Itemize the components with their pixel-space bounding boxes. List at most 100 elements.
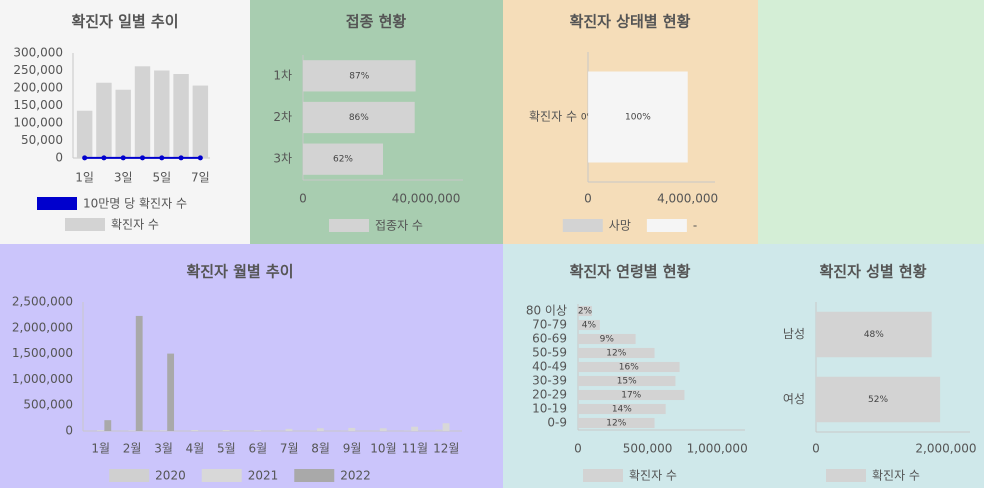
x-tick-label: 40,000,000 <box>392 192 461 206</box>
legend-swatch <box>583 469 624 482</box>
bar <box>442 423 450 431</box>
legend-swatch <box>201 469 242 482</box>
legend-label: 확진자 수 <box>872 469 920 483</box>
x-tick-label: 4월 <box>186 442 205 456</box>
y-tick-label: 여성 <box>783 392 805 406</box>
bar <box>816 376 941 423</box>
bar-label: 62% <box>333 155 353 165</box>
legend-swatch <box>826 469 867 482</box>
chart-title: 확진자 성별 현황 <box>819 263 926 281</box>
y-tick-label: 300,000 <box>13 46 63 60</box>
bar <box>192 85 209 158</box>
line-point <box>120 155 126 161</box>
bar <box>435 429 443 431</box>
line-point <box>178 155 184 161</box>
legend-swatch <box>562 219 603 232</box>
bar <box>578 319 600 331</box>
y-tick-label: 3차 <box>273 152 292 166</box>
bar <box>588 71 688 163</box>
bar-label: 4% <box>582 321 597 331</box>
y-tick-label: 30-39 <box>532 374 567 388</box>
bar <box>254 430 261 431</box>
y-tick-label: 200,000 <box>13 81 63 95</box>
x-tick-label: 1,000,000 <box>687 442 748 456</box>
x-tick-label: 8월 <box>311 442 330 456</box>
legend-swatch <box>646 219 687 232</box>
line-point <box>197 155 203 161</box>
y-tick-label: 50-59 <box>532 346 567 360</box>
y-tick-label: 100,000 <box>13 116 63 130</box>
chart-title: 확진자 연령별 현황 <box>570 263 691 281</box>
legend-swatch <box>65 218 106 231</box>
x-tick-label: 1일 <box>75 171 94 185</box>
panel <box>758 244 984 488</box>
x-tick-label: 3일 <box>114 171 133 185</box>
legend-label: 확진자 수 <box>111 218 159 232</box>
bar <box>191 430 199 431</box>
x-tick-label: 3월 <box>154 442 173 456</box>
x-tick-label: 1월 <box>91 442 110 456</box>
chart-title: 확진자 상태별 현황 <box>570 13 691 31</box>
y-tick-label: 0-9 <box>547 416 567 430</box>
bar <box>578 375 676 387</box>
bar-label: 15% <box>617 377 637 387</box>
bar-label: 9% <box>600 335 615 345</box>
bar-label: 86% <box>349 113 369 123</box>
line-point <box>101 155 107 161</box>
panel <box>0 244 503 488</box>
legend-swatch <box>37 197 77 210</box>
bar <box>285 428 293 431</box>
x-tick-label: 500,000 <box>623 442 673 456</box>
line-point <box>159 155 165 161</box>
chart-title: 확진자 일별 추이 <box>71 13 178 31</box>
bar <box>104 420 112 431</box>
bar <box>578 305 592 317</box>
bar <box>159 430 167 431</box>
bar <box>97 430 104 431</box>
chart-title: 확진자 월별 추이 <box>186 263 293 281</box>
x-tick-label: 2,000,000 <box>915 442 976 456</box>
y-tick-label: 40-49 <box>532 360 567 374</box>
bar-label: 14% <box>612 405 632 415</box>
bar-label: 100% <box>625 113 651 123</box>
x-tick-label: 6월 <box>248 442 267 456</box>
bar <box>578 361 680 373</box>
x-tick-label: 9월 <box>343 442 362 456</box>
y-tick-label: 10-19 <box>532 402 567 416</box>
bar <box>578 347 655 359</box>
legend-label: 10만명 당 확진자 수 <box>83 197 187 211</box>
bar <box>816 311 932 358</box>
x-tick-label: 10월 <box>370 442 396 456</box>
x-tick-label: 7월 <box>280 442 299 456</box>
y-tick-label: 50,000 <box>21 133 63 147</box>
y-tick-label: 150,000 <box>13 98 63 112</box>
legend-label: 확진자 수 <box>629 469 677 483</box>
y-tick-label: 500,000 <box>23 398 73 412</box>
x-tick-label: 0 <box>299 192 307 206</box>
line-point <box>140 155 145 161</box>
bar <box>303 143 383 175</box>
bar <box>135 315 143 431</box>
bar <box>222 430 230 431</box>
y-tick-label: 1차 <box>273 68 292 82</box>
y-tick-label: 확진자 수 <box>529 110 577 124</box>
x-tick-label: 5일 <box>152 171 171 185</box>
bar <box>379 428 387 431</box>
x-tick-label: 0 <box>574 442 582 456</box>
legend-label: - <box>693 219 697 233</box>
legend-label: 2021 <box>248 469 279 483</box>
bar-label: 48% <box>864 330 884 340</box>
y-tick-label: 60-69 <box>532 332 567 346</box>
y-tick-label: 남성 <box>783 327 805 341</box>
bar <box>96 82 112 158</box>
legend-swatch <box>294 469 335 482</box>
line-point <box>82 155 88 161</box>
y-tick-label: 1,000,000 <box>12 372 73 386</box>
bar <box>154 70 170 158</box>
bar <box>167 353 175 431</box>
legend-label: 사망 <box>609 219 631 233</box>
bar <box>348 427 356 431</box>
y-tick-label: 80 이상 <box>526 304 567 318</box>
y-tick-label: 70-79 <box>532 318 567 332</box>
